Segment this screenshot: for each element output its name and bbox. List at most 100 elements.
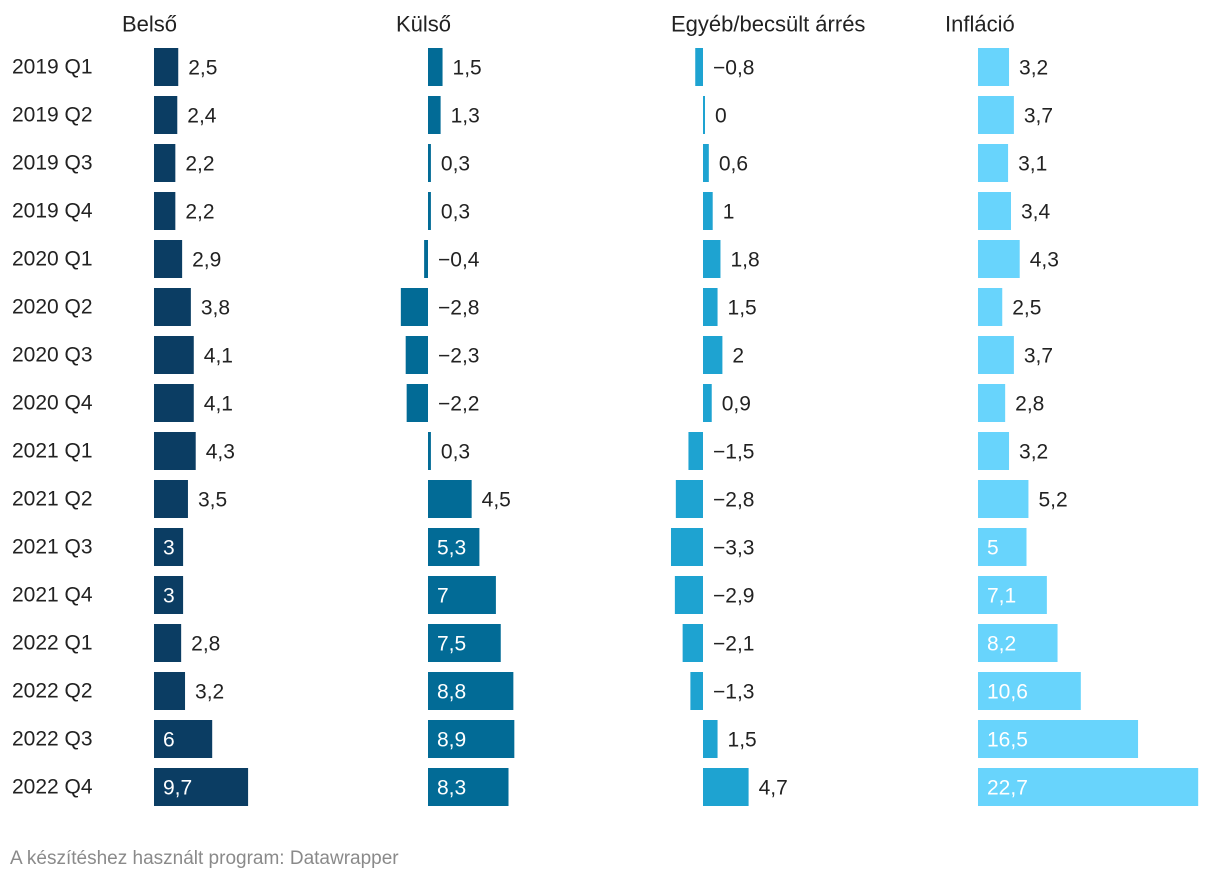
value-label-inflacio-2021-q2: 5,2 xyxy=(1038,489,1067,512)
row-label-2022-q4: 2022 Q4 xyxy=(12,776,93,799)
value-label-belso-2020-q3: 4,1 xyxy=(204,345,233,368)
value-label-inflacio-2021-q3: 5 xyxy=(987,537,999,560)
row-label-2020-q1: 2020 Q1 xyxy=(12,248,93,271)
value-label-egyeb-becsult-arres-2022-q3: 1,5 xyxy=(728,729,757,752)
bar-egyeb-becsult-arres-2021-q1 xyxy=(688,432,703,470)
value-label-egyeb-becsult-arres-2021-q2: −2,8 xyxy=(713,489,754,512)
value-label-belso-2021-q1: 4,3 xyxy=(206,441,235,464)
bar-belso-2022-q4 xyxy=(154,768,249,806)
value-label-inflacio-2022-q1: 8,2 xyxy=(987,633,1016,656)
bar-inflacio-2020-q3 xyxy=(978,336,1014,374)
bar-kulso-2022-q3 xyxy=(428,720,515,758)
column-header-kulso: Külső xyxy=(396,12,451,37)
row-label-2020-q2: 2020 Q2 xyxy=(12,296,93,319)
value-label-egyeb-becsult-arres-2022-q2: −1,3 xyxy=(713,681,754,704)
value-label-belso-2020-q4: 4,1 xyxy=(204,393,233,416)
column-header-egyeb-becsult-arres: Egyéb/becsült árrés xyxy=(671,12,865,37)
row-label-2021-q2: 2021 Q2 xyxy=(12,488,93,511)
value-label-inflacio-2020-q1: 4,3 xyxy=(1030,249,1059,272)
bar-kulso-2020-q4 xyxy=(406,384,428,422)
bar-belso-2022-q3 xyxy=(154,720,213,758)
bar-inflacio-2022-q2 xyxy=(978,672,1081,710)
value-label-egyeb-becsult-arres-2021-q1: −1,5 xyxy=(713,441,754,464)
bar-belso-2020-q4 xyxy=(154,384,194,422)
value-label-belso-2021-q2: 3,5 xyxy=(198,489,227,512)
value-label-kulso-2019-q3: 0,3 xyxy=(441,153,470,176)
bar-egyeb-becsult-arres-2019-q2 xyxy=(703,96,705,134)
value-label-belso-2020-q1: 2,9 xyxy=(192,249,221,272)
bar-inflacio-2020-q1 xyxy=(978,240,1020,278)
bar-inflacio-2019-q3 xyxy=(978,144,1009,182)
bar-belso-2021-q3 xyxy=(154,528,184,566)
row-label-2019-q2: 2019 Q2 xyxy=(12,104,93,127)
bar-egyeb-becsult-arres-2022-q1 xyxy=(682,624,703,662)
value-label-kulso-2021-q3: 5,3 xyxy=(437,537,466,560)
value-label-kulso-2019-q4: 0,3 xyxy=(441,201,470,224)
bar-belso-2019-q4 xyxy=(154,192,176,230)
bar-inflacio-2019-q4 xyxy=(978,192,1011,230)
bar-belso-2019-q3 xyxy=(154,144,176,182)
value-label-egyeb-becsult-arres-2021-q3: −3,3 xyxy=(713,537,754,560)
value-label-egyeb-becsult-arres-2020-q3: 2 xyxy=(732,345,744,368)
bar-egyeb-becsult-arres-2019-q4 xyxy=(703,192,713,230)
value-label-belso-2019-q2: 2,4 xyxy=(187,105,217,128)
value-label-kulso-2019-q1: 1,5 xyxy=(453,57,482,80)
row-label-2019-q3: 2019 Q3 xyxy=(12,152,93,175)
value-label-belso-2022-q2: 3,2 xyxy=(195,681,224,704)
bar-kulso-2020-q1 xyxy=(424,240,428,278)
value-label-egyeb-becsult-arres-2019-q4: 1 xyxy=(723,201,735,224)
value-label-inflacio-2019-q3: 3,1 xyxy=(1018,153,1047,176)
bar-belso-2021-q4 xyxy=(154,576,184,614)
value-label-kulso-2022-q3: 8,9 xyxy=(437,729,466,752)
value-label-inflacio-2020-q3: 3,7 xyxy=(1024,345,1053,368)
value-label-kulso-2022-q4: 8,3 xyxy=(437,777,466,800)
value-label-belso-2019-q4: 2,2 xyxy=(185,201,214,224)
value-label-belso-2022-q4: 9,7 xyxy=(163,777,192,800)
value-label-kulso-2021-q4: 7 xyxy=(437,585,449,608)
row-label-2020-q4: 2020 Q4 xyxy=(12,392,93,415)
row-label-2020-q3: 2020 Q3 xyxy=(12,344,93,367)
row-label-2022-q3: 2022 Q3 xyxy=(12,728,93,751)
bar-belso-2020-q2 xyxy=(154,288,191,326)
bar-egyeb-becsult-arres-2022-q2 xyxy=(690,672,703,710)
value-label-kulso-2022-q2: 8,8 xyxy=(437,681,466,704)
bar-kulso-2020-q2 xyxy=(400,288,428,326)
value-label-kulso-2020-q2: −2,8 xyxy=(438,297,479,320)
bar-egyeb-becsult-arres-2019-q1 xyxy=(695,48,703,86)
value-label-egyeb-becsult-arres-2021-q4: −2,9 xyxy=(713,585,754,608)
value-label-kulso-2019-q2: 1,3 xyxy=(451,105,480,128)
value-label-belso-2019-q1: 2,5 xyxy=(188,57,217,80)
value-label-egyeb-becsult-arres-2020-q1: 1,8 xyxy=(730,249,759,272)
bar-egyeb-becsult-arres-2021-q3 xyxy=(670,528,703,566)
bar-egyeb-becsult-arres-2020-q4 xyxy=(703,384,712,422)
value-label-inflacio-2021-q1: 3,2 xyxy=(1019,441,1048,464)
value-label-kulso-2022-q1: 7,5 xyxy=(437,633,466,656)
row-label-2021-q1: 2021 Q1 xyxy=(12,440,93,463)
bar-inflacio-2019-q1 xyxy=(978,48,1010,86)
value-label-inflacio-2020-q2: 2,5 xyxy=(1012,297,1041,320)
column-header-belso: Belső xyxy=(122,12,177,37)
bar-egyeb-becsult-arres-2021-q2 xyxy=(675,480,703,518)
value-label-inflacio-2020-q4: 2,8 xyxy=(1015,393,1044,416)
bar-kulso-2021-q1 xyxy=(428,432,431,470)
bar-belso-2019-q1 xyxy=(154,48,179,86)
value-label-belso-2021-q3: 3 xyxy=(163,537,175,560)
value-label-egyeb-becsult-arres-2019-q2: 0 xyxy=(715,105,727,128)
bar-egyeb-becsult-arres-2022-q4 xyxy=(703,768,749,806)
bar-kulso-2019-q2 xyxy=(428,96,441,134)
bar-inflacio-2022-q3 xyxy=(978,720,1139,758)
bar-inflacio-2022-q1 xyxy=(978,624,1058,662)
value-label-inflacio-2019-q1: 3,2 xyxy=(1019,57,1048,80)
bar-belso-2022-q2 xyxy=(154,672,186,710)
value-label-belso-2022-q1: 2,8 xyxy=(191,633,220,656)
bar-kulso-2022-q1 xyxy=(428,624,501,662)
value-label-inflacio-2019-q4: 3,4 xyxy=(1021,201,1051,224)
bar-kulso-2021-q3 xyxy=(428,528,480,566)
value-label-belso-2020-q2: 3,8 xyxy=(201,297,230,320)
footer-credit: A készítéshez használt program: Datawrap… xyxy=(10,848,399,869)
bar-inflacio-2021-q2 xyxy=(978,480,1029,518)
bar-inflacio-2020-q2 xyxy=(978,288,1003,326)
value-label-kulso-2021-q1: 0,3 xyxy=(441,441,470,464)
bar-kulso-2021-q2 xyxy=(428,480,472,518)
value-label-egyeb-becsult-arres-2020-q4: 0,9 xyxy=(722,393,751,416)
